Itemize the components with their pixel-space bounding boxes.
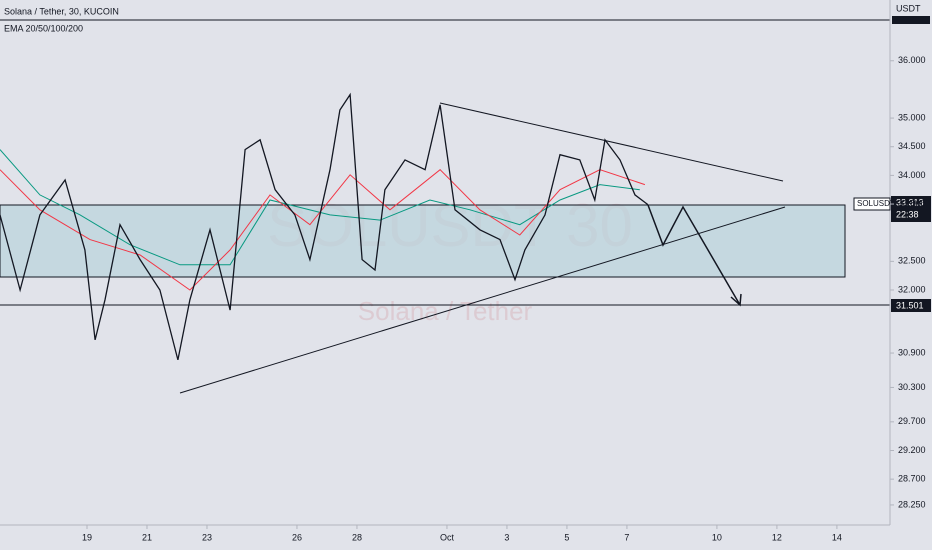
countdown-tag: 22:38 bbox=[896, 209, 919, 219]
y-tick-label: 33.500 bbox=[898, 198, 926, 208]
x-tick-label: 21 bbox=[142, 532, 152, 542]
y-tick-label: 34.500 bbox=[898, 141, 926, 151]
y-tick-label: 34.000 bbox=[898, 170, 926, 180]
x-tick-label: 26 bbox=[292, 532, 302, 542]
level-tag: 31.501 bbox=[896, 300, 924, 310]
price-tag-bg bbox=[891, 196, 931, 222]
projection-arrow bbox=[647, 204, 741, 306]
ticker-tag: SOLUSDT bbox=[857, 199, 895, 208]
range-zone bbox=[0, 204, 846, 278]
y-tick-label: 30.900 bbox=[898, 347, 926, 357]
y-tick-label: 30.300 bbox=[898, 382, 926, 392]
x-tick-label: 23 bbox=[202, 532, 212, 542]
y-tick-label: 29.700 bbox=[898, 416, 926, 426]
x-tick-label: Oct bbox=[440, 532, 455, 542]
currency-bar bbox=[892, 16, 930, 24]
x-tick-label: 12 bbox=[772, 532, 782, 542]
x-tick-label: 19 bbox=[82, 532, 92, 542]
x-tick-label: 7 bbox=[624, 532, 629, 542]
y-tick-label: 28.250 bbox=[898, 499, 926, 509]
arrow-head bbox=[730, 293, 742, 307]
upper-trendline bbox=[439, 102, 784, 182]
lower-trendline bbox=[179, 206, 786, 394]
y-tick-label: 28.700 bbox=[898, 474, 926, 484]
indicator-label: EMA 20/50/100/200 bbox=[4, 23, 83, 33]
x-tick-label: 10 bbox=[712, 532, 722, 542]
x-tick-label: 28 bbox=[352, 532, 362, 542]
x-tick-label: 14 bbox=[832, 532, 842, 542]
y-tick-label: 29.200 bbox=[898, 445, 926, 455]
currency-label: USDT bbox=[896, 3, 921, 13]
watermark-name: Solana / Tether bbox=[358, 296, 533, 326]
x-tick-label: 5 bbox=[564, 532, 569, 542]
x-tick-label: 3 bbox=[504, 532, 509, 542]
y-tick-label: 35.000 bbox=[898, 112, 926, 122]
symbol-title: Solana / Tether, 30, KUCOIN bbox=[4, 6, 119, 16]
y-tick-label: 36.000 bbox=[898, 55, 926, 65]
y-tick-label: 32.000 bbox=[898, 284, 926, 294]
level-tag-bg bbox=[891, 299, 931, 312]
y-tick-label: 32.500 bbox=[898, 256, 926, 266]
price-line bbox=[0, 92, 649, 361]
price-tag: 33.313 bbox=[896, 197, 924, 207]
